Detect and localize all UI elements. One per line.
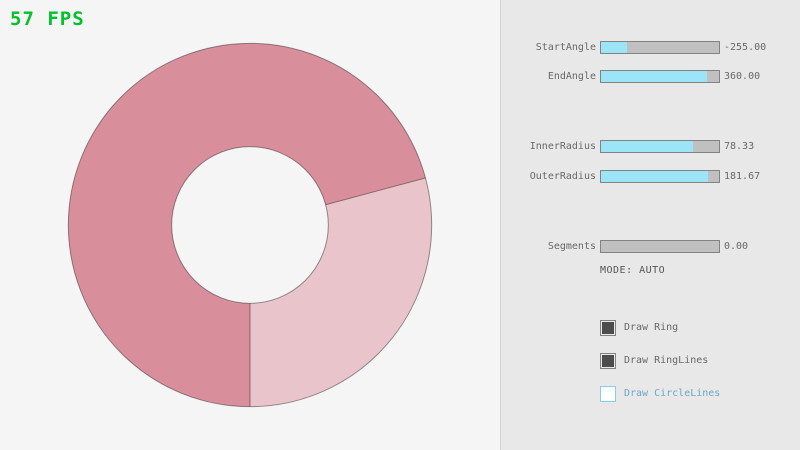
inner-radius-label: InnerRadius bbox=[529, 141, 596, 152]
slider-row-segments: Segments 0.00 bbox=[0, 240, 800, 253]
start-angle-slider[interactable] bbox=[600, 41, 720, 54]
draw-ringlines-checkbox[interactable] bbox=[600, 353, 616, 369]
segments-label: Segments bbox=[547, 241, 596, 252]
outer-radius-slider[interactable] bbox=[600, 170, 720, 183]
mode-text: MODE: AUTO bbox=[600, 265, 666, 276]
outer-radius-slider-fill bbox=[601, 171, 709, 182]
control-panel bbox=[500, 0, 800, 450]
draw-ringlines-label: Draw RingLines bbox=[624, 355, 709, 366]
segments-value: 0.00 bbox=[724, 241, 749, 252]
slider-row-inner-radius: InnerRadius 78.33 bbox=[0, 140, 800, 153]
start-angle-value: -255.00 bbox=[724, 42, 767, 53]
start-angle-slider-fill bbox=[601, 42, 627, 53]
fps-counter: 57 FPS bbox=[10, 8, 85, 30]
end-angle-label: EndAngle bbox=[547, 71, 596, 82]
outer-radius-value: 181.67 bbox=[724, 171, 761, 182]
end-angle-slider-fill bbox=[601, 71, 708, 82]
inner-radius-slider-fill bbox=[601, 141, 694, 152]
segments-slider[interactable] bbox=[600, 240, 720, 253]
draw-ring-label: Draw Ring bbox=[624, 322, 679, 333]
draw-ring-checkbox[interactable] bbox=[600, 320, 616, 336]
slider-row-end-angle: EndAngle 360.00 bbox=[0, 70, 800, 83]
draw-circlelines-label: Draw CircleLines bbox=[624, 388, 721, 399]
inner-radius-slider[interactable] bbox=[600, 140, 720, 153]
slider-row-start-angle: StartAngle -255.00 bbox=[0, 41, 800, 54]
end-angle-slider[interactable] bbox=[600, 70, 720, 83]
end-angle-value: 360.00 bbox=[724, 71, 761, 82]
start-angle-label: StartAngle bbox=[535, 42, 596, 53]
outer-radius-label: OuterRadius bbox=[529, 171, 596, 182]
ring-canvas bbox=[67, 42, 433, 408]
slider-row-outer-radius: OuterRadius 181.67 bbox=[0, 170, 800, 183]
inner-radius-value: 78.33 bbox=[724, 141, 755, 152]
draw-circlelines-checkbox[interactable] bbox=[600, 386, 616, 402]
